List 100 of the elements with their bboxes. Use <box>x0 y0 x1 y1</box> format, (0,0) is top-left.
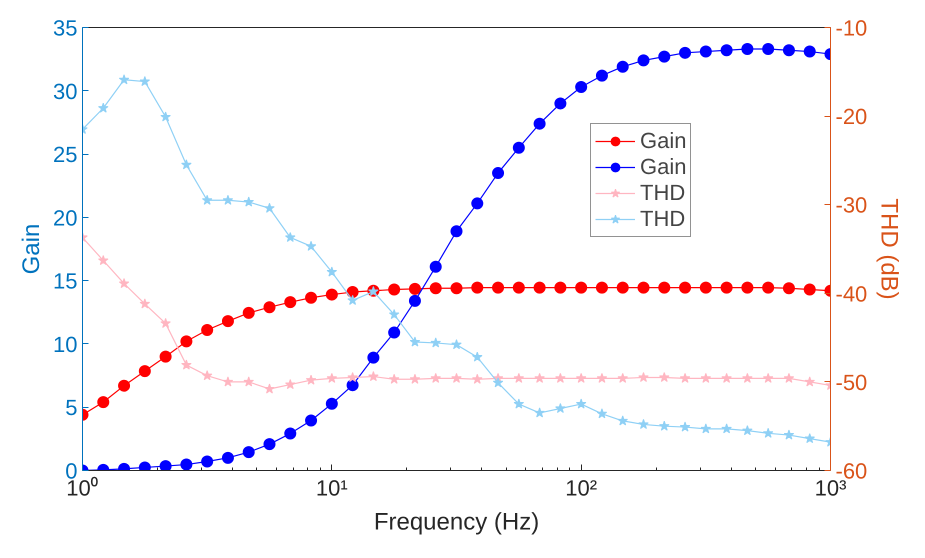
point <box>576 372 586 383</box>
point <box>617 415 628 426</box>
point <box>285 379 296 390</box>
point <box>804 433 815 444</box>
y-tick-label: 10 <box>53 332 78 357</box>
x-axis-title: Frequency (Hz) <box>374 508 540 536</box>
point <box>181 159 192 170</box>
y2-tick-label: -20 <box>836 104 868 130</box>
point <box>512 282 525 294</box>
y-tick-label: 30 <box>53 78 78 104</box>
point <box>720 282 733 294</box>
point <box>346 379 359 392</box>
point <box>180 458 192 470</box>
point <box>284 428 296 440</box>
point <box>638 418 649 429</box>
point <box>762 43 774 56</box>
y-tick-label: 15 <box>53 268 78 294</box>
point <box>243 376 254 386</box>
point <box>680 422 690 432</box>
point <box>596 282 608 294</box>
point <box>700 423 712 434</box>
point <box>388 284 400 296</box>
point <box>222 376 234 386</box>
point <box>804 376 815 386</box>
point <box>222 194 234 205</box>
point <box>430 282 442 294</box>
point <box>160 318 171 328</box>
point <box>782 44 795 56</box>
point <box>118 74 130 84</box>
point <box>762 282 774 294</box>
point <box>222 315 234 328</box>
point <box>388 309 400 320</box>
point <box>347 372 358 382</box>
point <box>700 46 712 58</box>
point <box>679 282 692 294</box>
x-tick-label: 10² <box>565 476 598 500</box>
point <box>388 326 400 339</box>
point <box>514 372 524 383</box>
point <box>451 372 462 383</box>
point <box>534 372 545 383</box>
point <box>181 360 192 370</box>
point <box>264 202 275 213</box>
point <box>784 372 794 383</box>
point <box>658 50 670 63</box>
point <box>721 372 732 383</box>
point <box>554 97 566 110</box>
point <box>264 438 276 450</box>
point <box>306 240 316 251</box>
point <box>638 372 649 382</box>
y2-tick-label: -10 <box>836 16 868 40</box>
y-tick-label: 35 <box>53 16 78 40</box>
point <box>741 43 754 56</box>
point <box>471 197 484 210</box>
y2-tick-label: -40 <box>836 281 868 306</box>
point <box>242 306 255 319</box>
point <box>658 282 670 294</box>
point <box>450 225 462 238</box>
point <box>762 428 774 438</box>
point <box>410 336 420 347</box>
point <box>616 60 629 73</box>
point <box>160 350 172 363</box>
point <box>202 370 212 380</box>
point <box>305 414 318 426</box>
point <box>450 282 462 294</box>
y-tick-label: 25 <box>53 142 78 168</box>
point <box>741 282 754 294</box>
point <box>492 167 504 180</box>
legend-label: THD <box>640 206 686 232</box>
legend-label: Gain <box>640 128 686 154</box>
point <box>430 260 442 273</box>
y-tick-label: 20 <box>53 205 78 230</box>
point <box>284 296 296 308</box>
point <box>222 452 234 464</box>
point <box>305 292 318 304</box>
point <box>534 407 545 418</box>
point <box>367 352 380 364</box>
point <box>264 383 275 394</box>
y-tick-label: 5 <box>65 395 78 420</box>
point <box>596 408 608 418</box>
point <box>451 339 462 350</box>
point <box>721 423 732 434</box>
point <box>138 365 151 378</box>
point <box>180 335 192 348</box>
point <box>118 380 130 392</box>
point <box>679 46 692 59</box>
point <box>242 446 255 458</box>
point <box>408 282 421 295</box>
legend-label: THD <box>640 180 686 206</box>
point <box>98 102 109 113</box>
point <box>160 111 171 122</box>
point <box>326 372 338 383</box>
point <box>118 278 130 288</box>
point <box>430 372 441 383</box>
point <box>514 398 524 409</box>
point <box>98 255 109 266</box>
x-tick-label: 10¹ <box>316 476 348 500</box>
point <box>638 54 650 66</box>
point <box>784 430 794 440</box>
point <box>659 420 670 431</box>
point <box>555 402 566 414</box>
